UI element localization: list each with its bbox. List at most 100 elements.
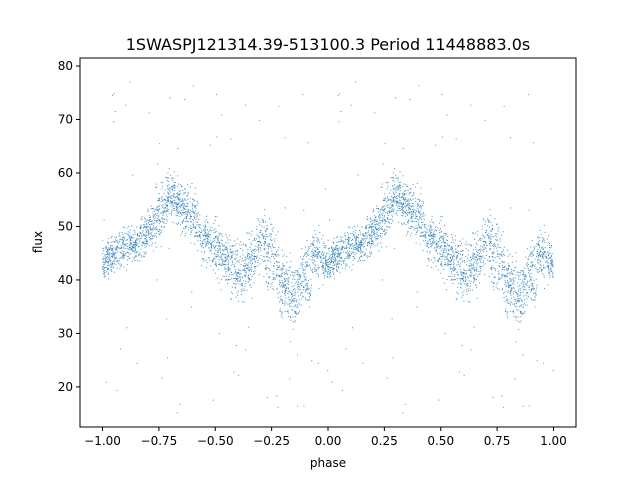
- data-point: [340, 249, 342, 251]
- data-point: [167, 186, 169, 188]
- data-point: [139, 252, 141, 254]
- data-point: [393, 177, 395, 179]
- data-point: [155, 236, 157, 238]
- data-point: [290, 297, 292, 299]
- data-point: [456, 256, 458, 258]
- data-point: [355, 245, 357, 247]
- data-point: [162, 220, 164, 222]
- data-point: [412, 198, 414, 200]
- data-point: [509, 286, 511, 288]
- data-point: [171, 206, 173, 208]
- data-point: [147, 229, 149, 231]
- data-point: [222, 264, 224, 266]
- data-point: [298, 277, 300, 279]
- data-point: [339, 256, 341, 258]
- data-point: [334, 261, 336, 263]
- data-point: [367, 231, 369, 233]
- data-point: [266, 253, 268, 255]
- data-point: [194, 243, 196, 245]
- data-point: [111, 255, 113, 257]
- data-point: [287, 273, 289, 275]
- data-point: [325, 261, 327, 263]
- data-point: [254, 258, 256, 260]
- data-point: [104, 267, 106, 269]
- data-point: [488, 276, 490, 278]
- data-point: [384, 193, 386, 195]
- data-point: [523, 284, 525, 286]
- data-point: [412, 208, 414, 210]
- data-point: [498, 279, 500, 281]
- data-point: [233, 282, 235, 284]
- data-point: [287, 269, 289, 271]
- data-point: [186, 183, 188, 185]
- data-point: [281, 249, 283, 251]
- data-point: [407, 221, 409, 223]
- data-point: [396, 187, 398, 189]
- data-point: [208, 233, 210, 235]
- data-point: [239, 280, 241, 282]
- data-point: [281, 268, 283, 270]
- data-point: [265, 233, 267, 235]
- data-point: [420, 206, 422, 208]
- data-point: [333, 260, 335, 262]
- data-point: [123, 255, 125, 257]
- data-point: [362, 260, 364, 262]
- data-point: [368, 235, 370, 237]
- data-point: [506, 299, 508, 301]
- data-point: [423, 212, 425, 214]
- data-point: [152, 235, 154, 237]
- data-point: [444, 256, 446, 258]
- data-point: [404, 403, 406, 405]
- data-point: [199, 224, 201, 226]
- data-point: [426, 230, 428, 232]
- data-point: [260, 230, 262, 232]
- data-point: [332, 261, 334, 263]
- data-point: [276, 395, 278, 397]
- data-point: [395, 174, 397, 176]
- data-point: [465, 279, 467, 281]
- data-point: [544, 251, 546, 253]
- data-point: [421, 213, 423, 215]
- data-point: [102, 266, 104, 268]
- data-point: [304, 265, 306, 267]
- data-point: [391, 204, 393, 206]
- data-point: [511, 261, 513, 263]
- data-point: [284, 291, 286, 293]
- data-point: [369, 244, 371, 246]
- data-point: [447, 248, 449, 250]
- data-point: [110, 241, 112, 243]
- data-point: [190, 225, 192, 227]
- data-point: [512, 279, 514, 281]
- data-point: [360, 240, 362, 242]
- data-point: [516, 297, 518, 299]
- data-point: [337, 94, 339, 96]
- data-point: [551, 259, 553, 261]
- data-point: [320, 255, 322, 257]
- data-point: [195, 235, 197, 237]
- data-point: [407, 198, 409, 200]
- data-point: [121, 265, 123, 267]
- data-point: [244, 282, 246, 284]
- data-point: [470, 269, 472, 271]
- data-point: [108, 268, 110, 270]
- data-point: [106, 248, 108, 250]
- data-point: [457, 260, 459, 262]
- data-point: [235, 274, 237, 276]
- data-point: [184, 198, 186, 200]
- data-point: [456, 298, 458, 300]
- data-point: [103, 273, 105, 275]
- data-point: [511, 278, 513, 280]
- data-point: [348, 258, 350, 260]
- data-point: [350, 254, 352, 256]
- data-point: [117, 262, 119, 264]
- data-point: [154, 210, 156, 212]
- data-point: [344, 239, 346, 241]
- data-point: [501, 287, 503, 289]
- data-point: [452, 251, 454, 253]
- data-point: [361, 251, 363, 253]
- data-point: [156, 279, 158, 281]
- data-point: [384, 220, 386, 222]
- data-point: [134, 259, 136, 261]
- data-point: [536, 243, 538, 245]
